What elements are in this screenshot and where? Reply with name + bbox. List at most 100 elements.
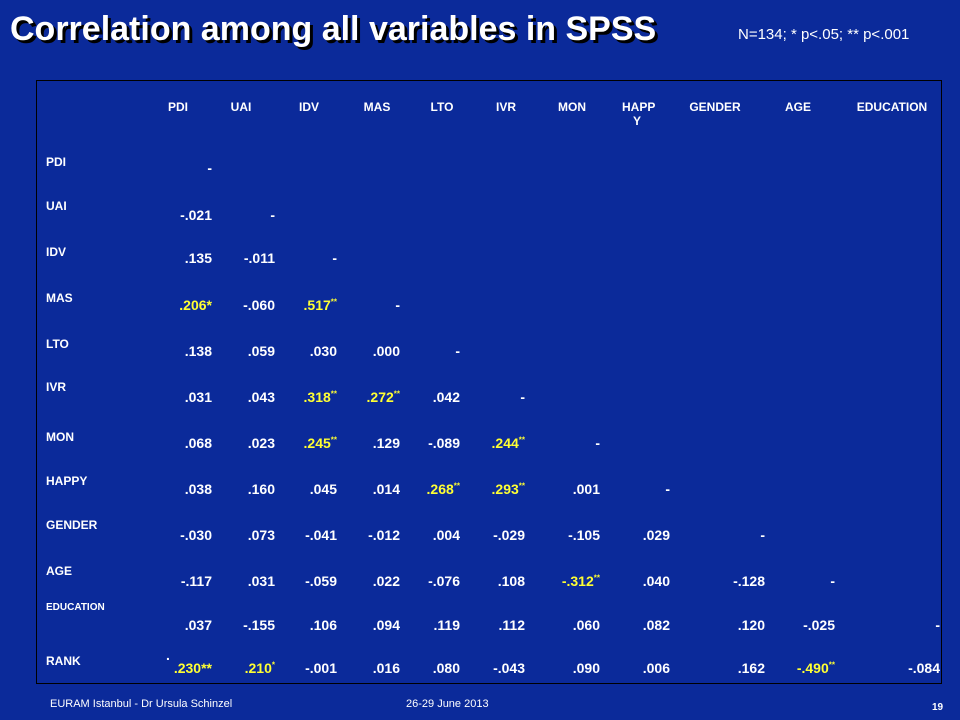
table-cell: .045 xyxy=(275,481,337,497)
table-cell: -.043 xyxy=(463,660,525,676)
table-cell: - xyxy=(213,207,275,223)
cell-value: .040 xyxy=(642,573,670,589)
table-cell: .040 xyxy=(608,573,670,589)
table-cell: .042 xyxy=(398,389,460,405)
cell-value: - xyxy=(207,160,212,176)
cell-value: .000 xyxy=(372,343,400,359)
table-cell: .210* xyxy=(213,660,275,676)
cell-value: .245 xyxy=(303,435,331,451)
table-cell: -.105 xyxy=(538,527,600,543)
cell-value: .106 xyxy=(309,617,337,633)
table-cell: - xyxy=(878,617,940,633)
table-cell: .106 xyxy=(275,617,337,633)
cell-value: .022 xyxy=(372,573,400,589)
cell-value: .016 xyxy=(372,660,400,676)
cell-value: -.041 xyxy=(305,527,337,543)
table-cell: -.490** xyxy=(773,660,835,676)
cell-value: .129 xyxy=(372,435,400,451)
cell-value: .138 xyxy=(184,343,212,359)
cell-value: -.025 xyxy=(803,617,835,633)
table-cell: .004 xyxy=(398,527,460,543)
table-cell: - xyxy=(275,250,337,266)
column-header-mon: MON xyxy=(558,100,586,114)
table-cell: .014 xyxy=(338,481,400,497)
cell-value: -.012 xyxy=(368,527,400,543)
table-cell: -.025 xyxy=(773,617,835,633)
table-cell: .037 xyxy=(150,617,212,633)
cell-value: -.011 xyxy=(243,250,275,266)
cell-value: .038 xyxy=(184,481,212,497)
table-cell: .517** xyxy=(275,297,337,313)
cell-value: -.043 xyxy=(493,660,525,676)
cell-value: .090 xyxy=(572,660,600,676)
cell-value: .082 xyxy=(642,617,670,633)
cell-value: .108 xyxy=(497,573,525,589)
table-cell: -.030 xyxy=(150,527,212,543)
table-cell: .206* xyxy=(150,297,212,313)
column-header-idv: IDV xyxy=(298,100,319,114)
significance-marker: * xyxy=(271,660,275,670)
table-cell: -.117 xyxy=(150,573,212,589)
table-cell: .108 xyxy=(463,573,525,589)
row-label-pdi: PDI xyxy=(46,155,67,169)
table-cell: .160 xyxy=(213,481,275,497)
table-cell: .272** xyxy=(338,389,400,405)
table-cell: .162 xyxy=(703,660,765,676)
table-cell: .244** xyxy=(463,435,525,451)
cell-value: - xyxy=(595,435,600,451)
table-cell: .068 xyxy=(150,435,212,451)
cell-value: -.128 xyxy=(733,573,765,589)
cell-value: -.312 xyxy=(561,573,594,589)
column-header-age: AGE xyxy=(784,100,811,114)
cell-value: .006 xyxy=(642,660,670,676)
cell-value: -.060 xyxy=(243,297,275,313)
table-cell: -.001 xyxy=(275,660,337,676)
cell-value: - xyxy=(395,297,400,313)
table-cell: - xyxy=(608,481,670,497)
table-cell: -.084 xyxy=(878,660,940,676)
table-cell: -.021 xyxy=(150,207,212,223)
table-cell: .029 xyxy=(608,527,670,543)
column-header-lto: LTO xyxy=(430,100,454,114)
cell-value: .068 xyxy=(184,435,212,451)
table-cell: .094 xyxy=(338,617,400,633)
cell-value: .080 xyxy=(432,660,460,676)
table-cell: .006 xyxy=(608,660,670,676)
table-cell: -.029 xyxy=(463,527,525,543)
cell-value: -.076 xyxy=(428,573,460,589)
cell-value: .073 xyxy=(247,527,275,543)
cell-value: - xyxy=(760,527,765,543)
significance-marker: ** xyxy=(518,481,525,491)
table-cell: .112 xyxy=(463,617,525,633)
table-cell: -.089 xyxy=(398,435,460,451)
cell-prefix-mark: . xyxy=(166,647,170,663)
cell-value: .001 xyxy=(572,481,600,497)
cell-value: .272 xyxy=(366,389,394,405)
column-header-ivr: IVR xyxy=(495,100,516,114)
slide-title: Correlation among all variables in SPSS xyxy=(10,10,657,48)
correlation-table-frame xyxy=(36,80,942,684)
cell-value: - xyxy=(270,207,275,223)
page-number: 19 xyxy=(932,702,944,713)
table-cell: .080 xyxy=(398,660,460,676)
table-cell: .245** xyxy=(275,435,337,451)
cell-value: - xyxy=(520,389,525,405)
cell-value: -.030 xyxy=(180,527,212,543)
table-cell: .030 xyxy=(275,343,337,359)
table-cell: .129 xyxy=(338,435,400,451)
cell-value: .293 xyxy=(491,481,519,497)
table-cell: -.076 xyxy=(398,573,460,589)
cell-value: .031 xyxy=(247,573,275,589)
table-cell: - xyxy=(398,343,460,359)
column-header-mas: MAS xyxy=(363,100,391,114)
table-cell: -.012 xyxy=(338,527,400,543)
cell-value: .230** xyxy=(173,660,212,676)
cell-value: .045 xyxy=(309,481,337,497)
cell-value: -.021 xyxy=(180,207,212,223)
row-label-lto: LTO xyxy=(46,337,69,351)
table-cell: - xyxy=(463,389,525,405)
row-label-idv: IDV xyxy=(46,245,67,259)
cell-value: .206* xyxy=(179,297,212,313)
cell-value: .162 xyxy=(737,660,765,676)
table-cell: .138 xyxy=(150,343,212,359)
